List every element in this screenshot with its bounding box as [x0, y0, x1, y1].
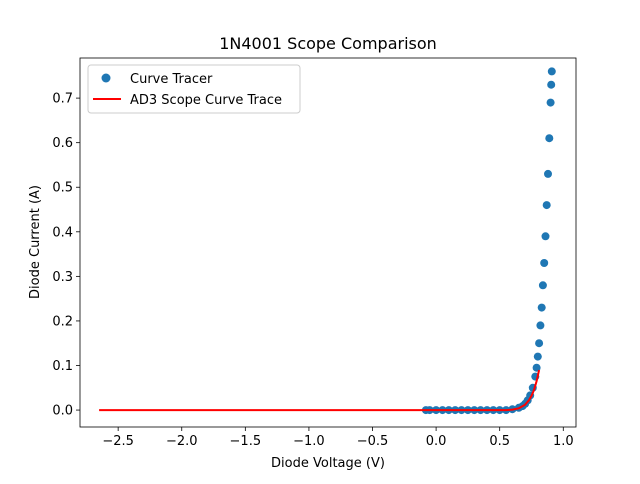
curve-tracer-point	[542, 201, 551, 210]
curve-tracer-point	[533, 352, 542, 361]
chart-title: 1N4001 Scope Comparison	[219, 34, 437, 53]
curve-tracer-point	[545, 134, 554, 143]
x-tick-label: −2.0	[166, 434, 198, 449]
x-tick-label: −0.5	[357, 434, 389, 449]
x-tick-label: 0.0	[426, 434, 447, 449]
y-axis-label: Diode Current (A)	[28, 185, 43, 299]
curve-tracer-point	[536, 321, 545, 330]
curve-tracer-point	[541, 232, 550, 241]
curve-tracer-point	[546, 98, 555, 107]
x-tick-label: −1.0	[293, 434, 325, 449]
legend-marker-curve-tracer	[101, 73, 111, 83]
ad3-scope-trace-line	[99, 369, 541, 412]
curve-tracer-point	[532, 363, 541, 372]
y-tick-label: 0.3	[52, 270, 73, 285]
x-tick-label: −2.5	[102, 434, 134, 449]
legend: Curve Tracer AD3 Scope Curve Trace	[87, 64, 301, 114]
legend-box	[87, 64, 301, 114]
curve-tracer-point	[540, 259, 549, 267]
x-tick-label: −1.5	[230, 434, 262, 449]
axes-frame	[79, 57, 577, 428]
y-tick-label: 0.5	[52, 181, 73, 196]
y-tick-label: 0.1	[52, 359, 73, 374]
legend-label-ad3-trace: AD3 Scope Curve Trace	[130, 93, 282, 108]
curve-tracer-point	[538, 281, 547, 290]
y-tick-label: 0.7	[52, 92, 73, 107]
legend-label-curve-tracer: Curve Tracer	[130, 72, 213, 87]
y-tick-label: 0.4	[52, 225, 73, 240]
y-tick-label: 0.2	[52, 314, 73, 329]
x-tick-label: 0.5	[489, 434, 510, 449]
curve-tracer-point	[535, 339, 544, 348]
curve-tracer-point	[544, 169, 552, 178]
y-tick-label: 0.0	[52, 404, 73, 419]
y-tick-label: 0.6	[52, 136, 73, 151]
axes: −2.5 −2.0 −1.5 −1.0 −0.5 0.0 0.5 1.0 0.0 0.1 0.2 0.…	[52, 57, 577, 449]
curve-tracer-point	[537, 303, 546, 312]
plot-series	[99, 67, 556, 415]
plot-area	[99, 67, 556, 415]
curve-tracer-point	[547, 67, 556, 76]
x-tick-label: 1.0	[553, 434, 574, 449]
x-axis-label: Diode Voltage (V)	[271, 456, 385, 471]
curve-tracer-point	[547, 80, 556, 89]
